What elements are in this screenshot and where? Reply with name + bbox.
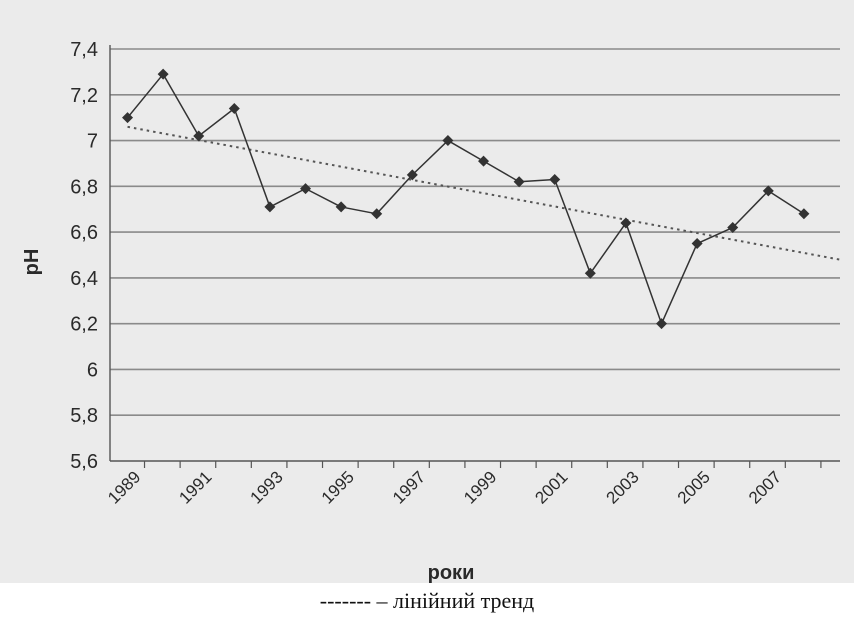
y-tick-label: 7,2: [70, 85, 98, 107]
data-point: [300, 183, 312, 195]
y-tick-label: 7: [87, 131, 98, 153]
x-tick-label: 1991: [175, 467, 215, 507]
x-tick-label: 2005: [674, 467, 714, 507]
series-line: [126, 73, 805, 325]
x-tick-label: 2003: [603, 467, 643, 507]
data-point: [442, 135, 454, 147]
data-point: [584, 267, 596, 279]
data-point: [656, 318, 668, 330]
data-point: [371, 208, 383, 220]
axes: [109, 45, 840, 468]
x-tick-label: 2007: [745, 467, 785, 507]
data-point: [122, 112, 134, 124]
series-layer: [122, 68, 810, 330]
data-point: [157, 68, 169, 80]
y-tick-label: 5,8: [70, 405, 98, 427]
y-axis-title: pH: [21, 249, 43, 276]
data-point: [264, 201, 276, 213]
chart-panel: 7,4 7,2 7 6,8 6,6 6,4 6,2 6 5,8 5,6 1989 1991 1993 1…: [0, 0, 854, 583]
data-point: [406, 169, 418, 181]
x-tick-label: 2001: [531, 467, 571, 507]
y-tick-label: 5,6: [70, 451, 98, 473]
data-point: [798, 208, 810, 220]
gridlines: [110, 48, 840, 417]
y-tick-label: 7,4: [70, 39, 98, 61]
y-tick-label: 6: [87, 359, 98, 381]
data-point: [620, 217, 632, 229]
data-point: [228, 103, 240, 115]
y-tick-labels: 7,4 7,2 7 6,8 6,6 6,4 6,2 6 5,8 5,6: [70, 39, 98, 473]
ph-line-chart: 7,47,276,86,66,46,265,85,6 1989 1991 1993 1…: [21, 39, 840, 583]
y-tick-label: 6,6: [70, 222, 98, 244]
x-tick-labels: 1989 1991 1993 1995 1997 1999 2001 2003 2005 2007: [104, 467, 785, 507]
y-tick-label: 6,2: [70, 314, 98, 336]
x-axis-title: роки: [428, 562, 475, 583]
x-tick-label: 1993: [247, 467, 287, 507]
x-tick-label: 1995: [318, 467, 358, 507]
data-point: [335, 201, 347, 213]
x-tick-label: 1999: [460, 467, 500, 507]
trend-layer: [127, 125, 840, 261]
x-tick-label: 1989: [104, 467, 144, 507]
trend-line: [127, 125, 840, 261]
y-tick-label: 6,4: [70, 268, 98, 290]
trend-legend-caption: ------- – лінійний тренд: [319, 588, 535, 613]
data-point: [193, 130, 205, 142]
data-point: [691, 238, 703, 250]
x-tick-label: 1997: [389, 467, 429, 507]
data-point: [762, 185, 774, 197]
data-point: [513, 176, 525, 188]
data-point: [549, 173, 561, 185]
data-point: [478, 155, 490, 167]
data-point: [727, 222, 739, 234]
y-tick-label: 6,8: [70, 176, 98, 198]
